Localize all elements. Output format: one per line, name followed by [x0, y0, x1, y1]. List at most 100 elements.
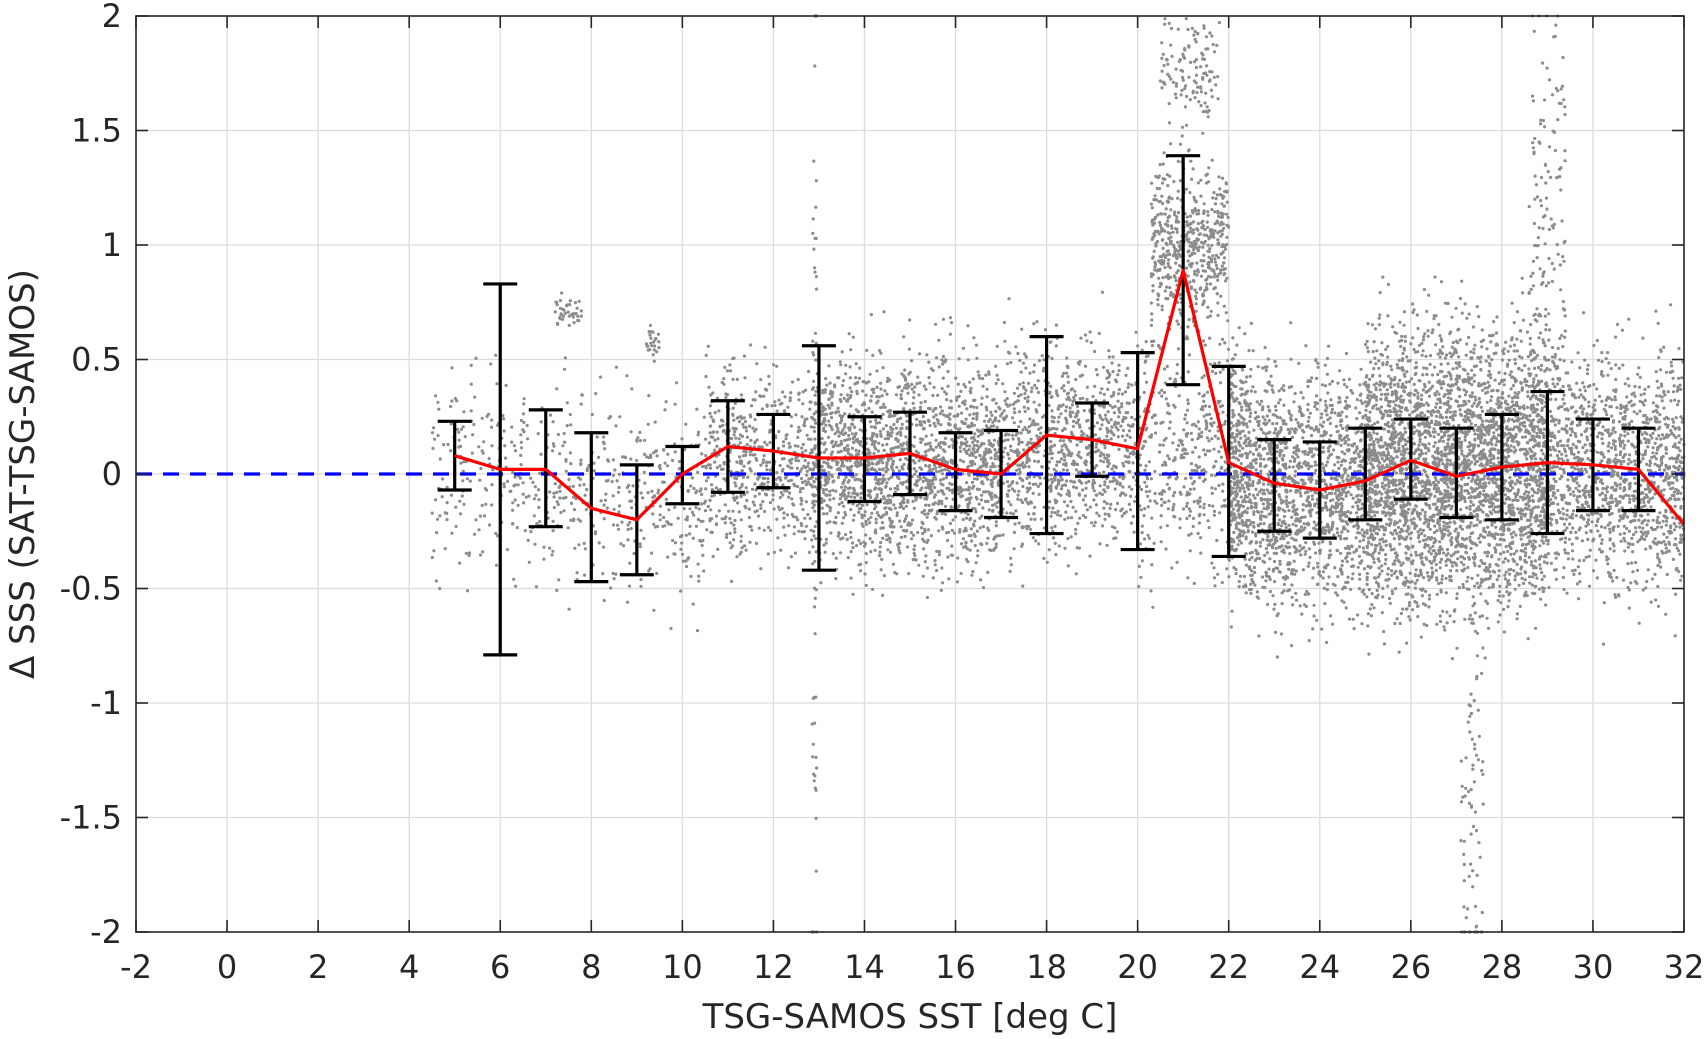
scatter-point	[914, 469, 918, 473]
scatter-point	[830, 450, 835, 454]
scatter-point	[1098, 454, 1102, 458]
scatter-point	[1036, 450, 1040, 454]
scatter-point	[1054, 344, 1058, 348]
scatter-point	[834, 411, 838, 415]
scatter-point	[1053, 478, 1057, 482]
scatter-point	[1007, 484, 1011, 488]
scatter-point	[555, 490, 559, 494]
scatter-point	[1171, 441, 1175, 445]
scatter-point	[812, 429, 817, 433]
scatter-point	[939, 441, 943, 445]
scatter-point	[656, 491, 660, 495]
scatter-point	[841, 491, 845, 495]
scatter-point	[1057, 481, 1061, 485]
scatter-point	[472, 422, 476, 427]
scatter-point	[897, 469, 902, 473]
scatter-point	[1170, 226, 1174, 230]
scatter-point	[881, 468, 885, 472]
scatter-point	[913, 472, 917, 476]
scatter-point	[995, 505, 999, 509]
scatter-point	[897, 548, 901, 552]
scatter-point	[1109, 502, 1113, 506]
scatter-point	[683, 448, 687, 452]
scatter-point	[860, 522, 864, 526]
scatter-point	[663, 524, 667, 528]
scatter-point	[1226, 319, 1230, 323]
scatter-point	[1043, 328, 1048, 332]
scatter-point	[667, 508, 671, 512]
scatter-point	[949, 399, 953, 403]
scatter-point	[874, 475, 878, 479]
scatter-point	[1120, 402, 1124, 406]
scatter-point	[1028, 371, 1032, 375]
scatter-point	[1144, 490, 1148, 494]
scatter-point	[1080, 373, 1085, 377]
scatter-point	[897, 430, 901, 435]
scatter-point	[742, 464, 746, 468]
scatter-point	[943, 504, 948, 508]
scatter-point	[1078, 359, 1082, 363]
scatter-point	[1201, 245, 1205, 249]
scatter-point	[829, 416, 834, 420]
scatter-point	[459, 461, 463, 465]
scatter-point	[1180, 134, 1184, 138]
scatter-point	[1009, 503, 1013, 507]
scatter-point	[1162, 177, 1166, 181]
scatter-point	[1162, 259, 1166, 263]
scatter-point	[510, 508, 515, 512]
scatter-point	[1207, 439, 1211, 443]
scatter-point	[889, 450, 893, 454]
scatter-point	[1047, 548, 1051, 552]
scatter-point	[432, 549, 436, 553]
scatter-point	[1094, 503, 1099, 507]
scatter-point	[754, 390, 758, 394]
scatter-point	[434, 579, 438, 583]
scatter-point	[642, 470, 646, 474]
scatter-point	[1231, 336, 1235, 340]
scatter-point	[1142, 390, 1146, 395]
scatter-point	[592, 461, 596, 465]
scatter-point	[1081, 396, 1085, 400]
scatter-point	[1166, 507, 1170, 511]
scatter-point	[725, 535, 729, 540]
scatter-point	[1025, 476, 1029, 480]
scatter-point	[438, 514, 442, 518]
scatter-point	[856, 493, 860, 497]
scatter-point	[1113, 526, 1117, 530]
scatter-point	[583, 493, 587, 497]
scatter-point	[939, 445, 943, 449]
scatter-point	[899, 535, 904, 539]
scatter-point	[1212, 275, 1216, 279]
scatter-point	[1153, 233, 1157, 237]
scatter-point	[1032, 370, 1036, 374]
scatter-point	[1202, 253, 1206, 257]
scatter-point	[1201, 339, 1206, 343]
scatter-point	[480, 449, 484, 453]
scatter-point	[813, 485, 817, 489]
scatter-point	[765, 460, 769, 464]
scatter-point	[1152, 249, 1156, 253]
scatter-point	[853, 461, 857, 465]
scatter-point	[1200, 51, 1204, 55]
scatter-point	[739, 518, 743, 522]
scatter-point	[745, 490, 749, 494]
scatter-point	[1071, 410, 1075, 414]
scatter-point	[868, 494, 872, 499]
scatter-point	[602, 435, 606, 439]
scatter-point	[1160, 86, 1164, 90]
scatter-point	[1032, 322, 1036, 326]
scatter-point	[708, 498, 712, 502]
scatter-point	[851, 418, 855, 422]
scatter-point	[665, 520, 669, 524]
scatter-point	[1003, 339, 1007, 343]
scatter-point	[865, 467, 870, 471]
scatter-point	[626, 538, 630, 542]
scatter-point	[833, 385, 837, 389]
scatter-point	[1032, 475, 1036, 479]
scatter-point	[810, 484, 814, 488]
scatter-point	[1113, 487, 1117, 491]
scatter-point	[836, 406, 840, 410]
scatter-point	[875, 395, 879, 399]
scatter-point	[546, 516, 550, 520]
scatter-point	[1066, 489, 1070, 493]
